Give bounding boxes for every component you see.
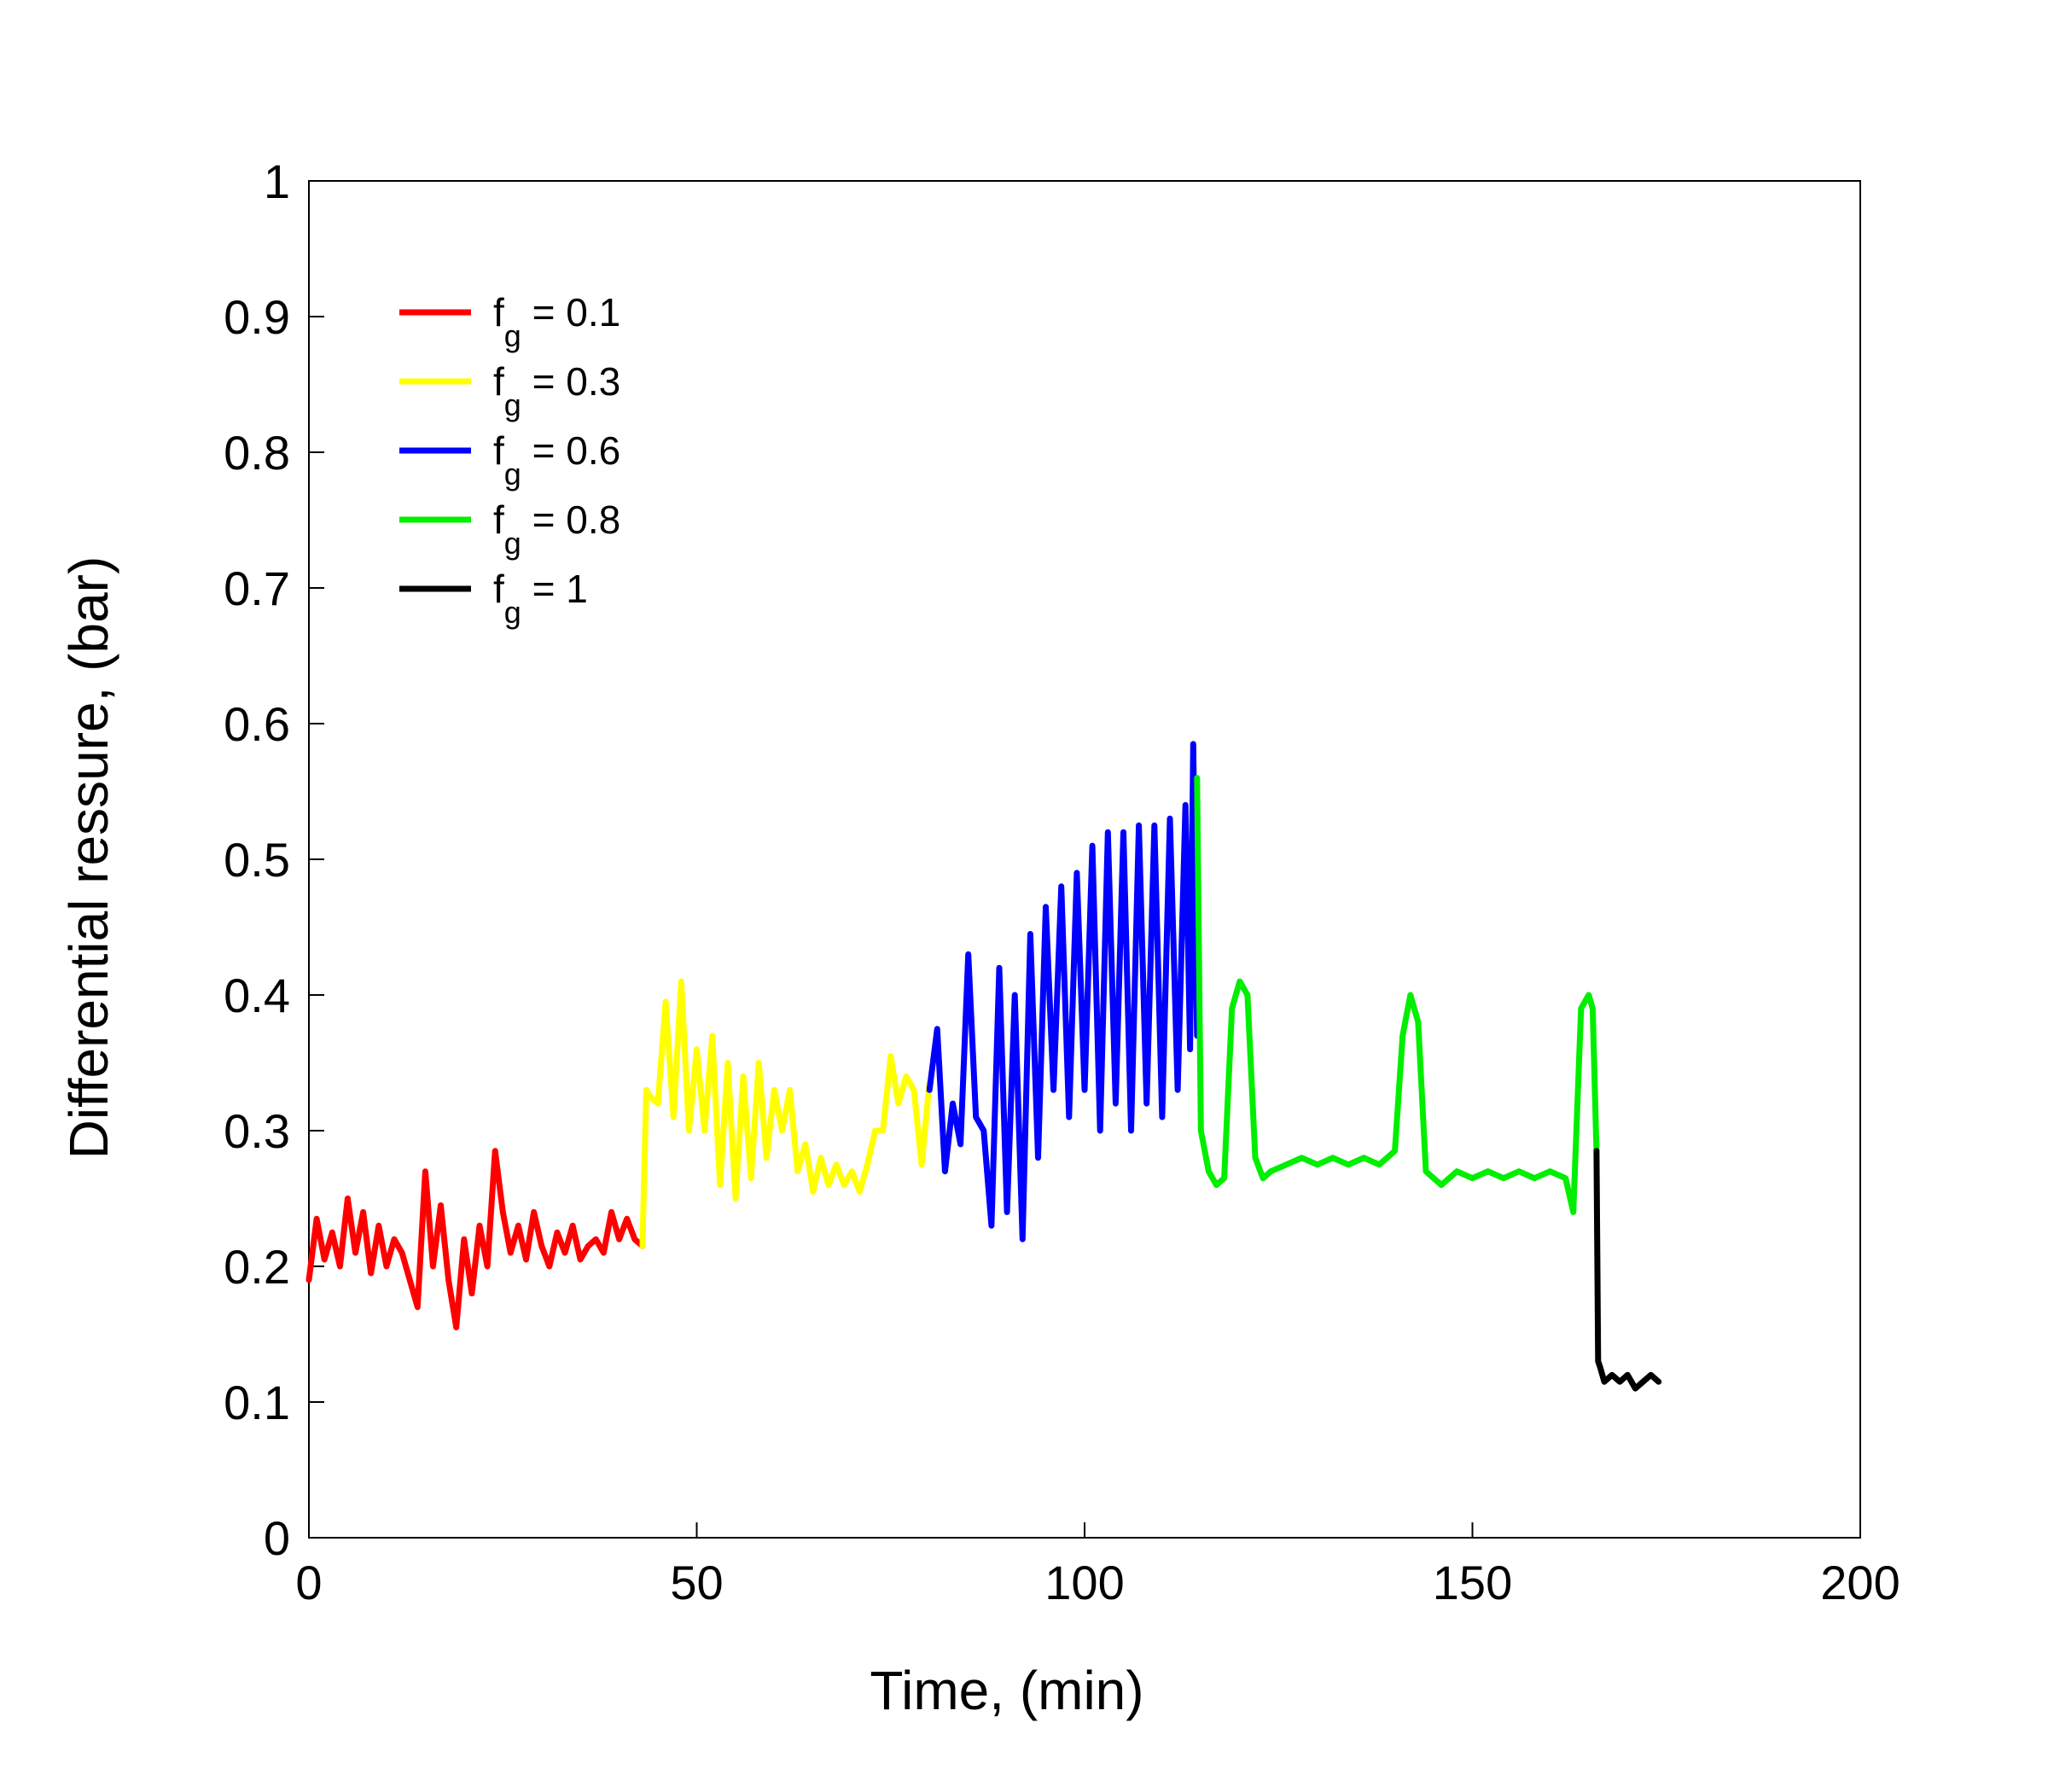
x-axis: 0 50 100 150 200: [295, 1522, 1900, 1609]
series-line-4: [1194, 775, 1600, 1215]
legend-label: fg = 1: [493, 567, 588, 630]
x-tick-label: 100: [1044, 1556, 1124, 1609]
legend-item-3: fg = 0.6: [399, 428, 620, 492]
y-tick-label: 0.1: [224, 1376, 290, 1429]
y-tick-label: 0.7: [224, 561, 290, 615]
y-tick-label: 0.3: [224, 1104, 290, 1158]
legend-item-4: fg = 0.8: [399, 497, 620, 561]
y-tick-label: 0: [264, 1511, 290, 1565]
y-tick-label: 1: [264, 154, 290, 208]
y-tick-label: 0.5: [224, 833, 290, 887]
x-tick-label: 150: [1433, 1556, 1512, 1609]
series-line-5: [1593, 1148, 1662, 1392]
series-line-1: [305, 1148, 646, 1330]
y-tick-label: 0.4: [224, 969, 290, 1022]
y-axis: 0 0.1 0.2 0.3 0.4 0.5 0.6 0.7 0.8 0.9 1: [224, 154, 324, 1565]
legend-item-1: fg = 0.1: [399, 290, 620, 353]
legend: fg = 0.1fg = 0.3fg = 0.6fg = 0.8fg = 1: [399, 290, 620, 630]
legend-label: fg = 0.3: [493, 359, 620, 422]
y-tick-label: 0.8: [224, 426, 290, 480]
y-tick-label: 0.9: [224, 290, 290, 344]
x-tick-label: 50: [670, 1556, 723, 1609]
series-layer: [305, 741, 1662, 1392]
y-axis-title: Differential ressure, (bar): [58, 556, 119, 1160]
y-tick-label: 0.2: [224, 1240, 290, 1294]
legend-label: fg = 0.1: [493, 290, 620, 353]
series-line-3: [926, 741, 1201, 1242]
series-line-2: [639, 978, 933, 1249]
legend-label: fg = 0.6: [493, 428, 620, 492]
x-axis-title: Time, (min): [870, 1660, 1143, 1721]
legend-label: fg = 0.8: [493, 497, 620, 561]
x-tick-label: 200: [1820, 1556, 1900, 1609]
y-tick-label: 0.6: [224, 697, 290, 751]
legend-item-2: fg = 0.3: [399, 359, 620, 422]
legend-item-5: fg = 1: [399, 567, 588, 630]
x-tick-label: 0: [295, 1556, 322, 1609]
